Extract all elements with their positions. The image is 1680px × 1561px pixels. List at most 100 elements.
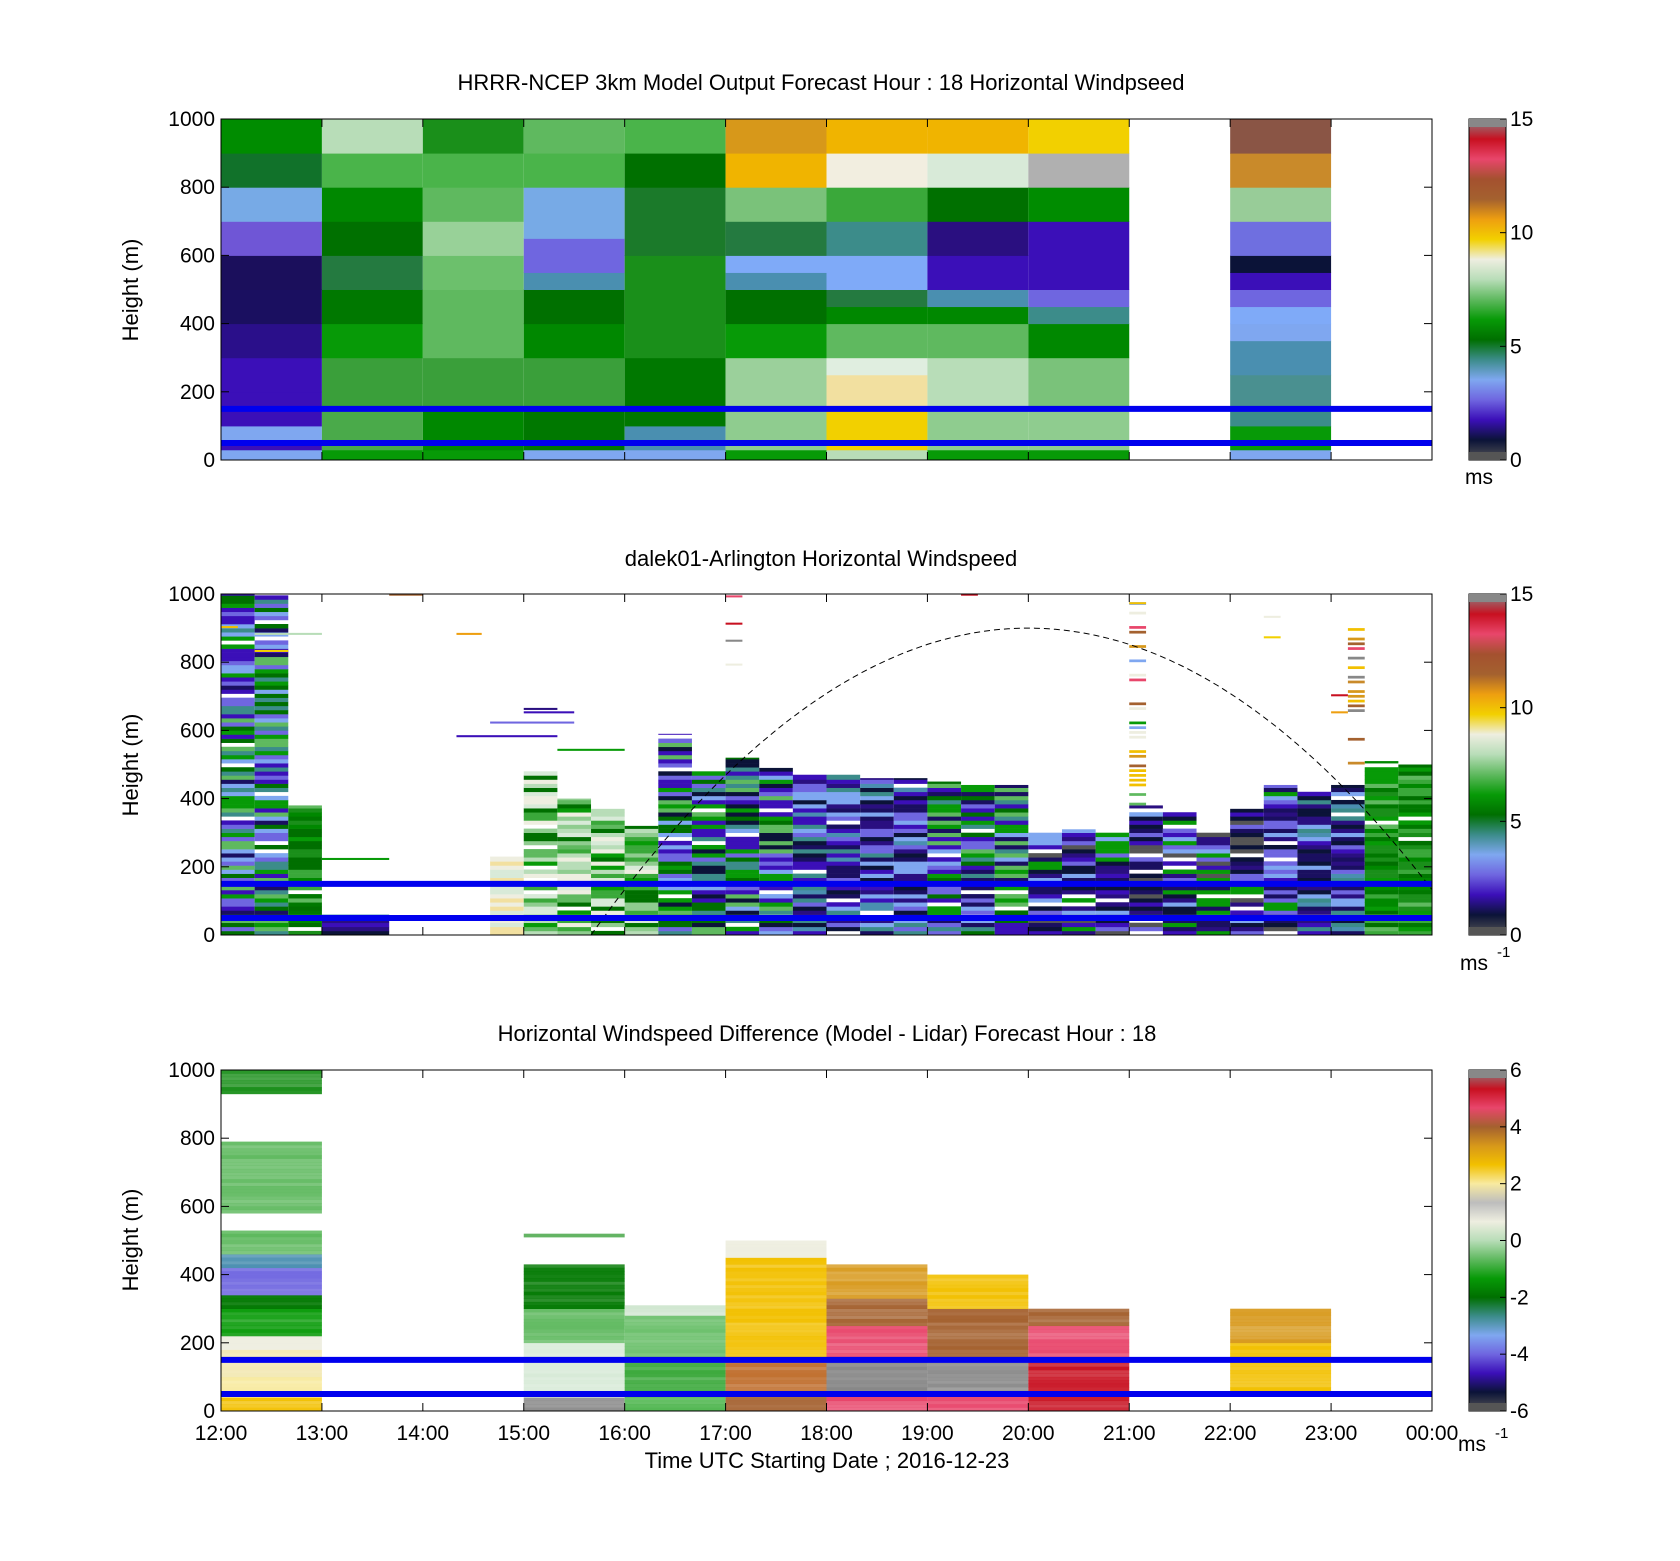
difference-cell	[221, 1216, 322, 1221]
lidar-cell	[860, 804, 894, 809]
difference-cell	[624, 1342, 726, 1347]
difference-cell	[826, 1325, 928, 1330]
lidar-cell	[1028, 861, 1062, 866]
x-tick-label: 20:00	[1002, 1422, 1055, 1445]
difference-cell	[927, 1342, 1029, 1347]
lidar-cell	[691, 804, 726, 809]
lidar-cell	[1364, 836, 1399, 842]
difference-cell	[221, 1141, 322, 1146]
lidar-stack-cell	[1347, 666, 1365, 670]
lidar-cell	[927, 816, 962, 821]
difference-cell	[624, 1387, 726, 1391]
difference-cell	[1230, 1376, 1332, 1381]
lidar-cell	[1398, 820, 1432, 825]
heatmap-cell	[826, 289, 928, 308]
lidar-stack-cell	[1347, 680, 1365, 684]
lidar-cell	[927, 795, 962, 801]
difference-cell	[221, 1305, 322, 1309]
lidar-cell	[1263, 877, 1298, 883]
lidar-cell	[658, 828, 692, 833]
difference-cell	[221, 1202, 322, 1207]
difference-cell	[725, 1387, 827, 1391]
lidar-cell	[490, 930, 524, 936]
lidar-cell	[826, 844, 861, 850]
lidar-cell	[927, 844, 962, 850]
lidar-cell	[221, 894, 255, 899]
lidar-cell	[1331, 832, 1365, 838]
difference-cell	[523, 1308, 625, 1313]
lidar-cell	[1263, 889, 1298, 895]
colorbar-tick-label: 10	[1510, 697, 1533, 720]
lidar-cell	[725, 902, 760, 907]
lidar-cell	[658, 795, 692, 801]
difference-cell	[523, 1284, 625, 1289]
lidar-cell	[725, 804, 760, 809]
lidar-cell	[591, 857, 625, 862]
lidar-cell	[1297, 836, 1332, 842]
difference-cell	[826, 1332, 928, 1337]
heatmap-cell	[1028, 306, 1130, 325]
lidar-cell	[961, 804, 995, 809]
lidar-cell	[1263, 902, 1298, 907]
difference-cell	[221, 1243, 322, 1248]
difference-cell	[826, 1295, 928, 1299]
lidar-cell	[254, 898, 289, 903]
difference-cell	[221, 1162, 322, 1166]
lidar-cell	[1398, 832, 1432, 838]
colorbar-tick-label: 2	[1510, 1173, 1522, 1196]
heatmap-cell	[624, 187, 726, 256]
heatmap-cell	[1230, 306, 1332, 325]
lidar-cell	[1364, 910, 1399, 915]
lidar-cell	[725, 926, 760, 932]
y-tick-label: 600	[180, 1195, 215, 1218]
lidar-cell	[221, 632, 255, 637]
lidar-cell	[1196, 926, 1231, 932]
lidar-cell	[1061, 829, 1096, 833]
lidar-cell	[792, 840, 827, 846]
lidar-cell	[893, 804, 928, 809]
difference-cell	[523, 1325, 625, 1330]
difference-cell	[624, 1332, 726, 1337]
lidar-cell	[523, 795, 558, 801]
lidar-cell	[254, 836, 289, 842]
lidar-stack-cell	[1129, 645, 1147, 648]
lidar-cell	[691, 910, 726, 915]
difference-cell	[1028, 1383, 1130, 1388]
difference-cell	[221, 1250, 322, 1255]
lidar-cell	[1162, 832, 1197, 838]
lidar-cell	[1095, 902, 1130, 907]
lidar-cell	[927, 824, 962, 829]
difference-cell	[221, 1325, 322, 1330]
lidar-panel-title: dalek01-Arlington Horizontal Windspeed	[625, 546, 1018, 571]
lidar-cell	[1331, 889, 1365, 895]
lidar-cell	[1196, 902, 1231, 907]
lidar-cell	[927, 836, 962, 842]
lidar-cell	[1028, 857, 1062, 862]
difference-cell	[523, 1329, 625, 1333]
difference-cell	[523, 1383, 625, 1388]
difference-cell	[927, 1329, 1029, 1333]
lidar-stack-cell	[1347, 709, 1365, 712]
lidar-streak	[1263, 615, 1281, 618]
lidar-stack-cell	[1129, 726, 1147, 730]
lidar-cell	[1162, 889, 1197, 895]
colorbar-tick-label: -6	[1510, 1400, 1529, 1423]
lidar-cell	[792, 906, 827, 911]
lidar-cell	[1061, 930, 1096, 936]
difference-cell	[221, 1070, 322, 1074]
heatmap-cell	[927, 357, 1029, 410]
lidar-cell	[1162, 849, 1197, 854]
lidar-cell	[221, 889, 255, 895]
lidar-cell	[624, 889, 659, 895]
lidar-cell	[1095, 840, 1130, 846]
lidar-cell	[1263, 869, 1298, 874]
lidar-cell	[591, 832, 625, 838]
lidar-cell	[792, 820, 827, 825]
lidar-cell	[1196, 861, 1231, 866]
difference-cell	[725, 1404, 827, 1408]
heatmap-cell	[624, 153, 726, 188]
lidar-cell	[860, 902, 894, 907]
lidar-cell	[961, 877, 995, 883]
lidar-cell	[1095, 926, 1130, 932]
